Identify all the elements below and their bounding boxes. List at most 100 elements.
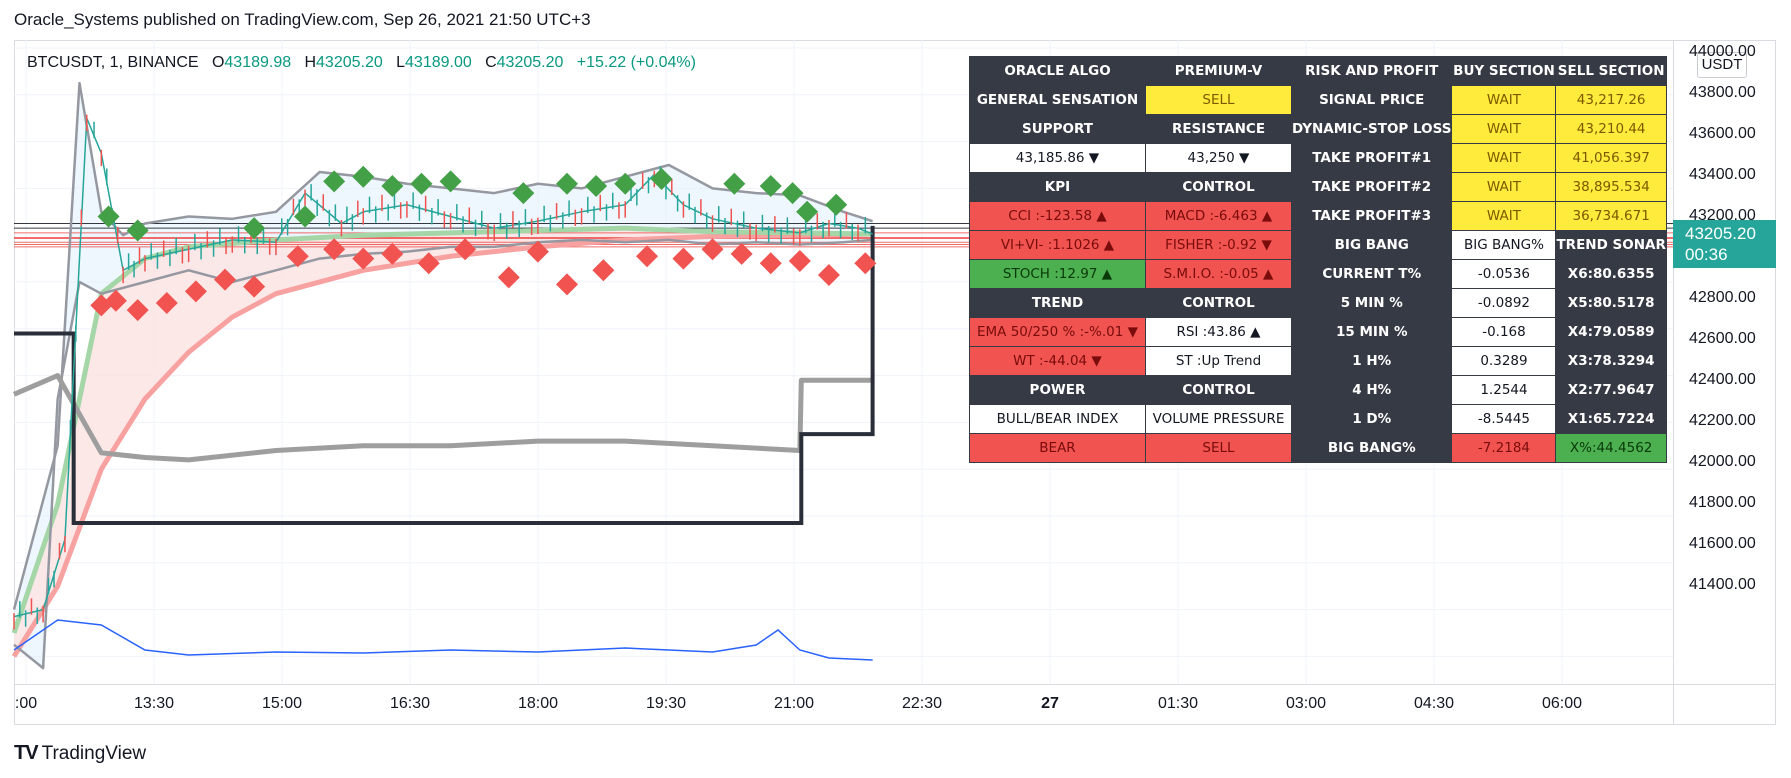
bull-signal-marker [243,217,266,240]
price-tick-label: 43400.00 [1689,166,1756,183]
bull-signal-marker [759,175,782,198]
table-cell: PREMIUM-V [1145,56,1292,86]
table-cell: TAKE PROFIT#3 [1290,201,1453,231]
table-cell: 43,185.86 ▼ [969,143,1146,173]
ema-cloud [14,228,873,657]
table-cell: VI+VI- :1.1026 ▲ [969,230,1146,260]
bull-signal-marker [294,205,317,228]
table-cell: VOLUME PRESSURE [1145,404,1292,434]
time-tick-label: 22:30 [901,695,943,712]
bear-signal-marker [155,292,178,315]
table-cell: FISHER :-0.92 ▼ [1145,230,1292,260]
table-row: WT :-44.04 ▼ ST :Up Trend 1 H% 0.3289 X3:78.… [969,346,1667,376]
time-tick-label: 04:30 [1413,695,1455,712]
band-lower-line [13,238,873,670]
table-row: 43,185.86 ▼ 43,250 ▼ TAKE PROFIT#1 WAIT 41,0… [969,143,1667,173]
currency-button[interactable]: USDT [1697,52,1747,78]
tradingview-brand[interactable]: TV TradingView [14,742,146,765]
table-cell: BIG BANG% [1290,433,1453,463]
table-row: ORACLE ALGO PREMIUM-V RISK AND PROFIT BUY S… [969,56,1667,86]
bear-signal-marker [381,242,404,265]
table-cell: RESISTANCE [1145,114,1292,144]
table-row: CCI :-123.58 ▲ MACD :-6.463 ▲ TAKE PROFIT#… [969,201,1667,231]
bear-signal-marker [730,242,753,265]
ohlc-legend: BTCUSDT, 1, BINANCE O43189.98 H43205.20 … [27,54,696,72]
bear-signal-marker [104,289,127,312]
volume-trend-line [13,619,873,661]
table-cell: 1 D% [1290,404,1453,434]
bull-signal-marker [97,205,120,228]
change-value: +15.22 (+0.04%) [576,54,696,71]
price-tick-label: 41400.00 [1689,576,1756,593]
bear-signal-marker [526,240,549,263]
time-tick-label: 03:00 [1285,695,1327,712]
table-cell: CONTROL [1145,288,1292,318]
ema-slow-line [11,231,873,658]
table-row: TREND CONTROL 5 MIN % -0.0892 X5:80.5178 [969,288,1667,318]
time-tick-label: 16:30 [389,695,431,712]
support-step-line [14,225,875,526]
table-cell: -0.0892 [1451,288,1557,318]
bear-signal-marker [701,238,724,261]
table-cell: BEAR [969,433,1146,463]
time-tick-label: 27 [1041,695,1059,712]
high-label: H [304,54,317,71]
table-cell: 36,734.671 [1555,201,1667,231]
table-cell: WAIT [1451,172,1557,202]
bull-signal-marker [796,200,819,223]
tradingview-logo-icon: TV [14,742,39,764]
table-cell: ST :Up Trend [1145,346,1292,376]
bear-signal-marker [817,263,840,286]
time-tick-label: 18:00 [517,695,559,712]
bear-signal-marker [497,266,520,289]
table-cell: S.M.I.O. :-0.05 ▲ [1145,259,1292,289]
bull-signal-marker [439,170,462,193]
table-row: STOCH :12.97 ▲ S.M.I.O. :-0.05 ▲ CURRENT T… [969,259,1667,289]
bear-signal-marker [788,249,811,272]
table-row: GENERAL SENSATION SELL SIGNAL PRICE WAIT 43,… [969,85,1667,115]
table-row: KPI CONTROL TAKE PROFIT#2 WAIT 38,895.534 [969,172,1667,202]
bear-signal-marker [417,252,440,275]
oracle-algo-table: ORACLE ALGO PREMIUM-V RISK AND PROFIT BUY S… [969,56,1667,463]
table-cell: 4 H% [1290,375,1453,405]
table-cell: X2:77.9647 [1555,375,1667,405]
table-cell: -7.2184 [1451,433,1557,463]
bull-signal-marker [126,219,149,242]
table-cell: X1:65.7224 [1555,404,1667,434]
table-cell: POWER [969,375,1146,405]
table-row: POWER CONTROL 4 H% 1.2544 X2:77.9647 [969,375,1667,405]
time-tick-label: 06:00 [1541,695,1583,712]
time-axis-divider [14,684,1776,685]
table-row: EMA 50/250 % :-%.01 ▼ RSI :43.86 ▲ 15 MIN … [969,317,1667,347]
table-cell: -8.5445 [1451,404,1557,434]
price-tick-label: 44000.00 [1689,43,1756,60]
bear-signal-marker [352,247,375,270]
table-cell: DYNAMIC-STOP LOSS [1290,114,1453,144]
price-tick-label: 42600.00 [1689,330,1756,347]
table-cell: 43,217.26 [1555,85,1667,115]
table-cell: 0.3289 [1451,346,1557,376]
table-cell: 1 H% [1290,346,1453,376]
table-cell: CCI :-123.58 ▲ [969,201,1146,231]
low-value: 43189.00 [405,54,472,71]
table-cell: BIG BANG% [1451,230,1557,260]
time-tick-label: 21:00 [773,695,815,712]
bull-signal-marker [825,193,848,216]
bull-signal-marker [781,182,804,205]
table-cell: -0.168 [1451,317,1557,347]
table-cell: -0.0536 [1451,259,1557,289]
bear-signal-marker [454,238,477,261]
table-cell: TAKE PROFIT#1 [1290,143,1453,173]
table-cell: BUY SECTION [1451,56,1557,86]
time-tick-label: 15:00 [261,695,303,712]
symbol-label[interactable]: BTCUSDT, 1, BINANCE [27,54,199,71]
table-cell: CURRENT T% [1290,259,1453,289]
price-tick-label: 43200.00 [1689,207,1756,224]
table-cell: WAIT [1451,114,1557,144]
bull-signal-marker [410,172,433,195]
brand-name: TradingView [41,743,147,764]
table-cell: WAIT [1451,201,1557,231]
bull-signal-marker [381,175,404,198]
table-cell: TREND [969,288,1146,318]
last-price-value: 43205.20 [1685,224,1756,243]
